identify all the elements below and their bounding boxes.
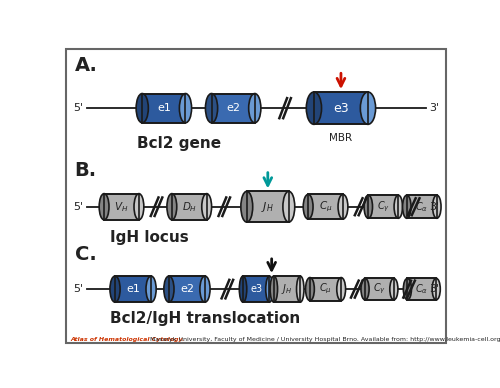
Bar [212,94,255,123]
Ellipse shape [266,276,273,302]
Bar [142,94,186,123]
Ellipse shape [164,276,174,302]
Text: 5': 5' [74,202,84,212]
Ellipse shape [296,276,304,302]
Bar [365,278,394,300]
Text: Bcl2 gene: Bcl2 gene [137,136,221,151]
Bar [104,194,139,220]
Text: B.: B. [74,161,96,180]
Bar [407,195,437,218]
Text: IgH locus: IgH locus [110,230,188,245]
Bar [274,276,300,302]
Text: Bcl2/IgH translocation: Bcl2/IgH translocation [110,311,300,326]
Text: MBR: MBR [330,133,352,143]
Text: e1: e1 [126,284,140,294]
Text: Masaryk University, Faculty of Medicine / University Hospital Brno. Available fr: Masaryk University, Faculty of Medicine … [148,337,500,342]
Text: 5': 5' [74,284,84,294]
Bar [308,194,343,219]
Text: $C_\alpha$: $C_\alpha$ [415,282,428,296]
Bar [115,276,151,302]
Text: e2: e2 [226,103,240,113]
Bar [104,194,139,220]
Text: $V_H$: $V_H$ [114,200,128,214]
Bar [368,195,398,218]
Text: Atlas of Hematological Cytology.: Atlas of Hematological Cytology. [70,337,184,342]
Text: $C_\alpha$: $C_\alpha$ [415,200,428,214]
Ellipse shape [306,92,322,124]
Text: 3': 3' [428,202,439,212]
Ellipse shape [202,194,211,220]
Bar [169,276,205,302]
Text: $C_\gamma$: $C_\gamma$ [377,199,390,214]
Ellipse shape [404,278,411,300]
Bar [172,194,206,220]
Text: e1: e1 [157,103,171,113]
Bar [314,92,368,124]
Ellipse shape [110,276,120,302]
Bar [247,191,289,222]
Text: $D_H$: $D_H$ [182,200,197,214]
Bar [247,191,289,222]
Text: $J_H$: $J_H$ [282,282,292,296]
Text: $C_\gamma$: $C_\gamma$ [373,282,386,296]
Ellipse shape [361,278,369,300]
Text: A.: A. [74,56,98,75]
Bar [310,277,341,301]
Bar [408,278,436,300]
Ellipse shape [432,195,441,218]
Text: 3': 3' [428,284,439,294]
Text: 5': 5' [74,103,84,113]
Bar [308,194,343,219]
Bar [310,277,341,301]
Bar [169,276,205,302]
Text: e2: e2 [180,284,194,294]
Ellipse shape [283,191,295,222]
Text: 3': 3' [428,103,439,113]
Ellipse shape [303,194,313,219]
Text: e3: e3 [333,102,349,115]
Text: $C_\mu$: $C_\mu$ [319,282,332,296]
Ellipse shape [390,278,398,300]
Ellipse shape [99,194,109,220]
Ellipse shape [206,94,218,123]
Bar [365,278,394,300]
Bar [243,276,270,302]
Ellipse shape [136,94,148,123]
Ellipse shape [337,277,345,301]
Ellipse shape [364,195,372,218]
Text: $J_H$: $J_H$ [262,200,274,214]
Bar [368,195,398,218]
Ellipse shape [167,194,177,220]
Bar [142,94,186,123]
Ellipse shape [146,276,156,302]
Bar [274,276,300,302]
Bar [243,276,270,302]
Text: C.: C. [74,245,96,264]
Text: e3: e3 [250,284,262,294]
Ellipse shape [241,191,252,222]
Ellipse shape [200,276,210,302]
Ellipse shape [306,277,314,301]
Bar [407,195,437,218]
Text: $C_\mu$: $C_\mu$ [319,199,332,214]
Ellipse shape [248,94,261,123]
Ellipse shape [270,276,278,302]
Ellipse shape [240,276,247,302]
Bar [314,92,368,124]
Ellipse shape [134,194,144,220]
Bar [408,278,436,300]
Ellipse shape [180,94,192,123]
Ellipse shape [394,195,402,218]
Ellipse shape [338,194,348,219]
Bar [115,276,151,302]
Ellipse shape [432,278,440,300]
Ellipse shape [402,195,411,218]
Ellipse shape [360,92,376,124]
Bar [172,194,206,220]
Bar [212,94,255,123]
